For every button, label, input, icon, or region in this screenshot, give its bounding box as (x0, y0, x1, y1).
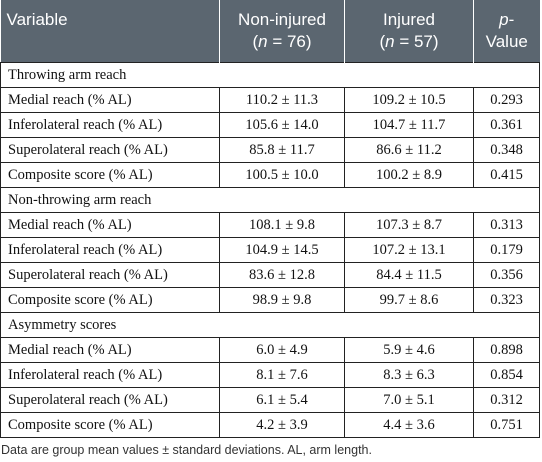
cell-injured: 5.9 ± 4.6 (344, 336, 474, 363)
table-row: Composite score (% AL) 98.9 ± 9.8 99.7 ± 8… (0, 286, 540, 313)
cell-p-value: 0.415 (473, 161, 540, 188)
table-row: Superolateral reach (% AL) 85.8 ± 11.7 86.… (0, 136, 540, 163)
table-row: Composite score (% AL) 4.2 ± 3.9 4.4 ± 3.6… (0, 411, 540, 438)
header-p-value: p-Value (485, 10, 528, 51)
cell-noninjured: 6.0 ± 4.9 (219, 336, 345, 363)
cell-variable: Inferolateral reach (% AL) (0, 236, 220, 263)
cell-p-value: 0.854 (473, 361, 540, 388)
table-row: Medial reach (% AL) 6.0 ± 4.9 5.9 ± 4.6 0.8… (0, 336, 540, 363)
header-noninjured: Non-injured (n = 76) (219, 0, 345, 62)
table-row: Inferolateral reach (% AL) 8.1 ± 7.6 8.3 ±… (0, 361, 540, 388)
cell-variable: Inferolateral reach (% AL) (0, 361, 220, 388)
cell-p-value: 0.751 (473, 411, 540, 438)
cell-noninjured: 98.9 ± 9.8 (219, 286, 345, 313)
cell-injured: 104.7 ± 11.7 (344, 111, 474, 138)
cell-injured: 109.2 ± 10.5 (344, 86, 474, 113)
cell-variable: Composite score (% AL) (0, 286, 220, 313)
section-title: Asymmetry scores (0, 311, 540, 338)
cell-variable: Composite score (% AL) (0, 161, 220, 188)
header-noninjured-label: Non-injured (238, 10, 326, 29)
cell-p-value: 0.313 (473, 211, 540, 238)
cell-p-value: 0.348 (473, 136, 540, 163)
cell-noninjured: 100.5 ± 10.0 (219, 161, 345, 188)
cell-noninjured: 105.6 ± 14.0 (219, 111, 345, 138)
cell-noninjured: 108.1 ± 9.8 (219, 211, 345, 238)
header-injured: Injured (n = 57) (344, 0, 474, 62)
table-body: Throwing arm reach Medial reach (% AL) 110… (0, 61, 540, 438)
cell-injured: 4.4 ± 3.6 (344, 411, 474, 438)
cell-variable: Composite score (% AL) (0, 411, 220, 438)
cell-variable: Superolateral reach (% AL) (0, 136, 220, 163)
cell-variable: Inferolateral reach (% AL) (0, 111, 220, 138)
cell-injured: 7.0 ± 5.1 (344, 386, 474, 413)
cell-variable: Superolateral reach (% AL) (0, 386, 220, 413)
header-injured-n: (n = 57) (379, 32, 439, 51)
cell-variable: Superolateral reach (% AL) (0, 261, 220, 288)
cell-noninjured: 110.2 ± 11.3 (219, 86, 345, 113)
cell-noninjured: 85.8 ± 11.7 (219, 136, 345, 163)
cell-noninjured: 4.2 ± 3.9 (219, 411, 345, 438)
results-table: Variable Non-injured (n = 76) Injured (n… (0, 0, 540, 438)
cell-injured: 86.6 ± 11.2 (344, 136, 474, 163)
cell-noninjured: 6.1 ± 5.4 (219, 386, 345, 413)
section-header-row: Non-throwing arm reach (0, 186, 540, 213)
section-title: Throwing arm reach (0, 61, 540, 88)
table-row: Superolateral reach (% AL) 83.6 ± 12.8 84.… (0, 261, 540, 288)
header-row: Variable Non-injured (n = 76) Injured (n… (0, 0, 540, 62)
table-row: Medial reach (% AL) 110.2 ± 11.3 109.2 ± 1… (0, 86, 540, 113)
table-row: Superolateral reach (% AL) 6.1 ± 5.4 7.0 ±… (0, 386, 540, 413)
cell-noninjured: 104.9 ± 14.5 (219, 236, 345, 263)
cell-injured: 99.7 ± 8.6 (344, 286, 474, 313)
header-variable: Variable (0, 0, 220, 62)
cell-variable: Medial reach (% AL) (0, 336, 220, 363)
cell-injured: 100.2 ± 8.9 (344, 161, 474, 188)
table-row: Inferolateral reach (% AL) 104.9 ± 14.5 10… (0, 236, 540, 263)
table-row: Composite score (% AL) 100.5 ± 10.0 100.2 … (0, 161, 540, 188)
cell-p-value: 0.293 (473, 86, 540, 113)
section-header-row: Throwing arm reach (0, 61, 540, 88)
cell-injured: 107.2 ± 13.1 (344, 236, 474, 263)
cell-p-value: 0.356 (473, 261, 540, 288)
section-title: Non-throwing arm reach (0, 186, 540, 213)
header-injured-label: Injured (383, 10, 435, 29)
table-row: Medial reach (% AL) 108.1 ± 9.8 107.3 ± 8.… (0, 211, 540, 238)
cell-p-value: 0.179 (473, 236, 540, 263)
header-noninjured-n: (n = 76) (252, 32, 312, 51)
table-header: Variable Non-injured (n = 76) Injured (n… (0, 0, 540, 62)
cell-variable: Medial reach (% AL) (0, 211, 220, 238)
cell-p-value: 0.361 (473, 111, 540, 138)
table-footnote: Data are group mean values ± standard de… (1, 443, 372, 457)
cell-noninjured: 8.1 ± 7.6 (219, 361, 345, 388)
cell-p-value: 0.898 (473, 336, 540, 363)
cell-injured: 107.3 ± 8.7 (344, 211, 474, 238)
cell-variable: Medial reach (% AL) (0, 86, 220, 113)
table-row: Inferolateral reach (% AL) 105.6 ± 14.0 10… (0, 111, 540, 138)
cell-p-value: 0.323 (473, 286, 540, 313)
section-header-row: Asymmetry scores (0, 311, 540, 338)
cell-p-value: 0.312 (473, 386, 540, 413)
cell-injured: 8.3 ± 6.3 (344, 361, 474, 388)
cell-noninjured: 83.6 ± 12.8 (219, 261, 345, 288)
cell-injured: 84.4 ± 11.5 (344, 261, 474, 288)
